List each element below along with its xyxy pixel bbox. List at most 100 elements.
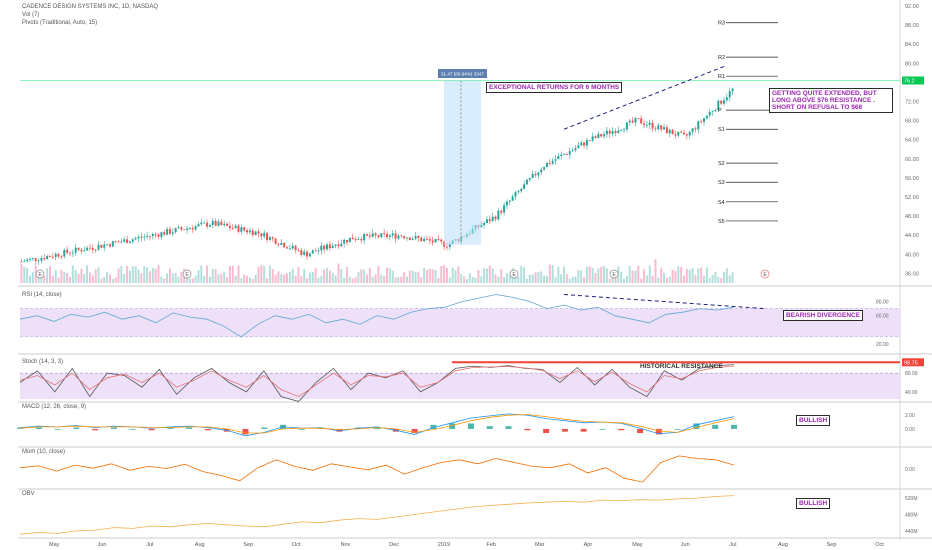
volume-bar	[131, 266, 134, 283]
volume-bar	[574, 276, 577, 283]
candle-body	[708, 111, 711, 116]
volume-bar	[126, 266, 129, 283]
volume-bar	[477, 270, 480, 283]
macd-histogram-bar	[298, 428, 305, 430]
candle-body	[380, 233, 383, 238]
candle-body	[643, 123, 646, 126]
volume-bar	[300, 275, 303, 283]
candle-body	[385, 233, 388, 237]
candle-body	[120, 241, 123, 243]
candle-body	[417, 235, 420, 238]
x-axis-label: Sep	[827, 542, 837, 548]
candle-body	[640, 118, 643, 124]
symbol-title[interactable]: CADENCE DESIGN SYSTEMS INC, 1D, NASDAQ	[22, 4, 159, 10]
volume-bar	[268, 265, 271, 283]
volume-bar	[306, 278, 309, 283]
candle-body	[197, 224, 200, 227]
candle-body	[594, 136, 597, 138]
volume-bar	[348, 276, 351, 283]
volume-bar	[228, 266, 231, 283]
candle-body	[668, 129, 671, 134]
volume-bar	[594, 273, 597, 283]
volume-bar	[717, 276, 720, 283]
candle-body	[34, 258, 37, 261]
candle-body	[497, 210, 500, 220]
candle-body	[674, 134, 677, 136]
volume-bar	[366, 274, 369, 283]
volume-bar	[700, 267, 703, 283]
volume-bar	[314, 267, 317, 283]
volume-bar	[51, 275, 54, 283]
volume-bar	[40, 275, 43, 283]
volume-bar	[654, 259, 657, 283]
mom-label[interactable]: Mom (10, close)	[22, 449, 66, 455]
candle-body	[108, 244, 111, 247]
volume-bar	[423, 267, 426, 283]
candle-body	[605, 130, 608, 135]
candle-body	[311, 250, 314, 254]
candle-body	[391, 233, 394, 236]
volume-bar	[651, 275, 654, 283]
candle-body	[677, 131, 680, 136]
volume-bar	[537, 272, 540, 283]
rsi-label[interactable]: RSI (14, close)	[22, 292, 62, 298]
obv-bullish-note: BULLISH	[796, 498, 831, 509]
candle-body	[414, 235, 417, 239]
candle-body	[317, 250, 320, 252]
candle-body	[511, 196, 514, 201]
volume-bar	[68, 277, 71, 283]
candle-body	[488, 219, 491, 222]
candle-body	[97, 244, 100, 250]
volume-bar	[148, 271, 151, 283]
volume-bar	[445, 267, 448, 283]
candle-body	[614, 131, 617, 133]
candle-body	[608, 130, 611, 134]
candle-body	[403, 236, 406, 239]
volume-bar	[100, 278, 103, 283]
candle-body	[60, 256, 63, 258]
macd-histogram-bar	[618, 428, 625, 431]
volume-bar	[63, 272, 66, 283]
volume-bar	[217, 274, 220, 283]
volume-bar	[543, 275, 546, 283]
volume-bar	[448, 277, 451, 283]
candle-body	[28, 258, 31, 260]
candle-body	[720, 100, 723, 104]
candle-body	[286, 247, 289, 249]
volume-bar	[731, 272, 734, 283]
volume-bar	[674, 271, 677, 283]
obv-label[interactable]: OBV	[22, 491, 35, 497]
candle-body	[314, 250, 317, 252]
volume-bar	[380, 274, 383, 283]
pivot-label: S5	[718, 219, 725, 225]
volume-bar	[703, 275, 706, 283]
candle-body	[200, 222, 203, 225]
macd-label[interactable]: MACD (12, 26, close, 9)	[22, 404, 87, 410]
macd-line	[19, 414, 735, 434]
volume-bar	[31, 272, 34, 283]
pivots-label[interactable]: Pivots (Traditional, Auto, 15)	[22, 20, 98, 26]
volume-label[interactable]: Vol (7)	[22, 12, 40, 18]
candle-body	[711, 111, 714, 113]
volume-bar	[548, 264, 551, 283]
price-tick-label: 60.00	[905, 157, 919, 163]
candle-body	[663, 127, 666, 130]
candle-body	[631, 120, 634, 123]
x-axis-label: Jun	[681, 542, 690, 548]
candle-body	[540, 169, 543, 173]
volume-bar	[708, 278, 711, 283]
candle-body	[51, 256, 54, 258]
volume-bar	[151, 268, 154, 283]
candle-body	[360, 239, 363, 241]
volume-bar	[271, 269, 274, 283]
candle-body	[260, 233, 263, 237]
volume-bar	[243, 274, 246, 283]
candle-body	[574, 148, 577, 151]
candle-body	[437, 239, 440, 240]
volume-bar	[517, 276, 520, 283]
candle-body	[54, 253, 57, 257]
stoch-label[interactable]: Stoch (14, 3, 3)	[22, 359, 64, 365]
candle-body	[483, 222, 486, 226]
volume-bar	[166, 273, 169, 283]
rsi-line	[19, 294, 735, 338]
